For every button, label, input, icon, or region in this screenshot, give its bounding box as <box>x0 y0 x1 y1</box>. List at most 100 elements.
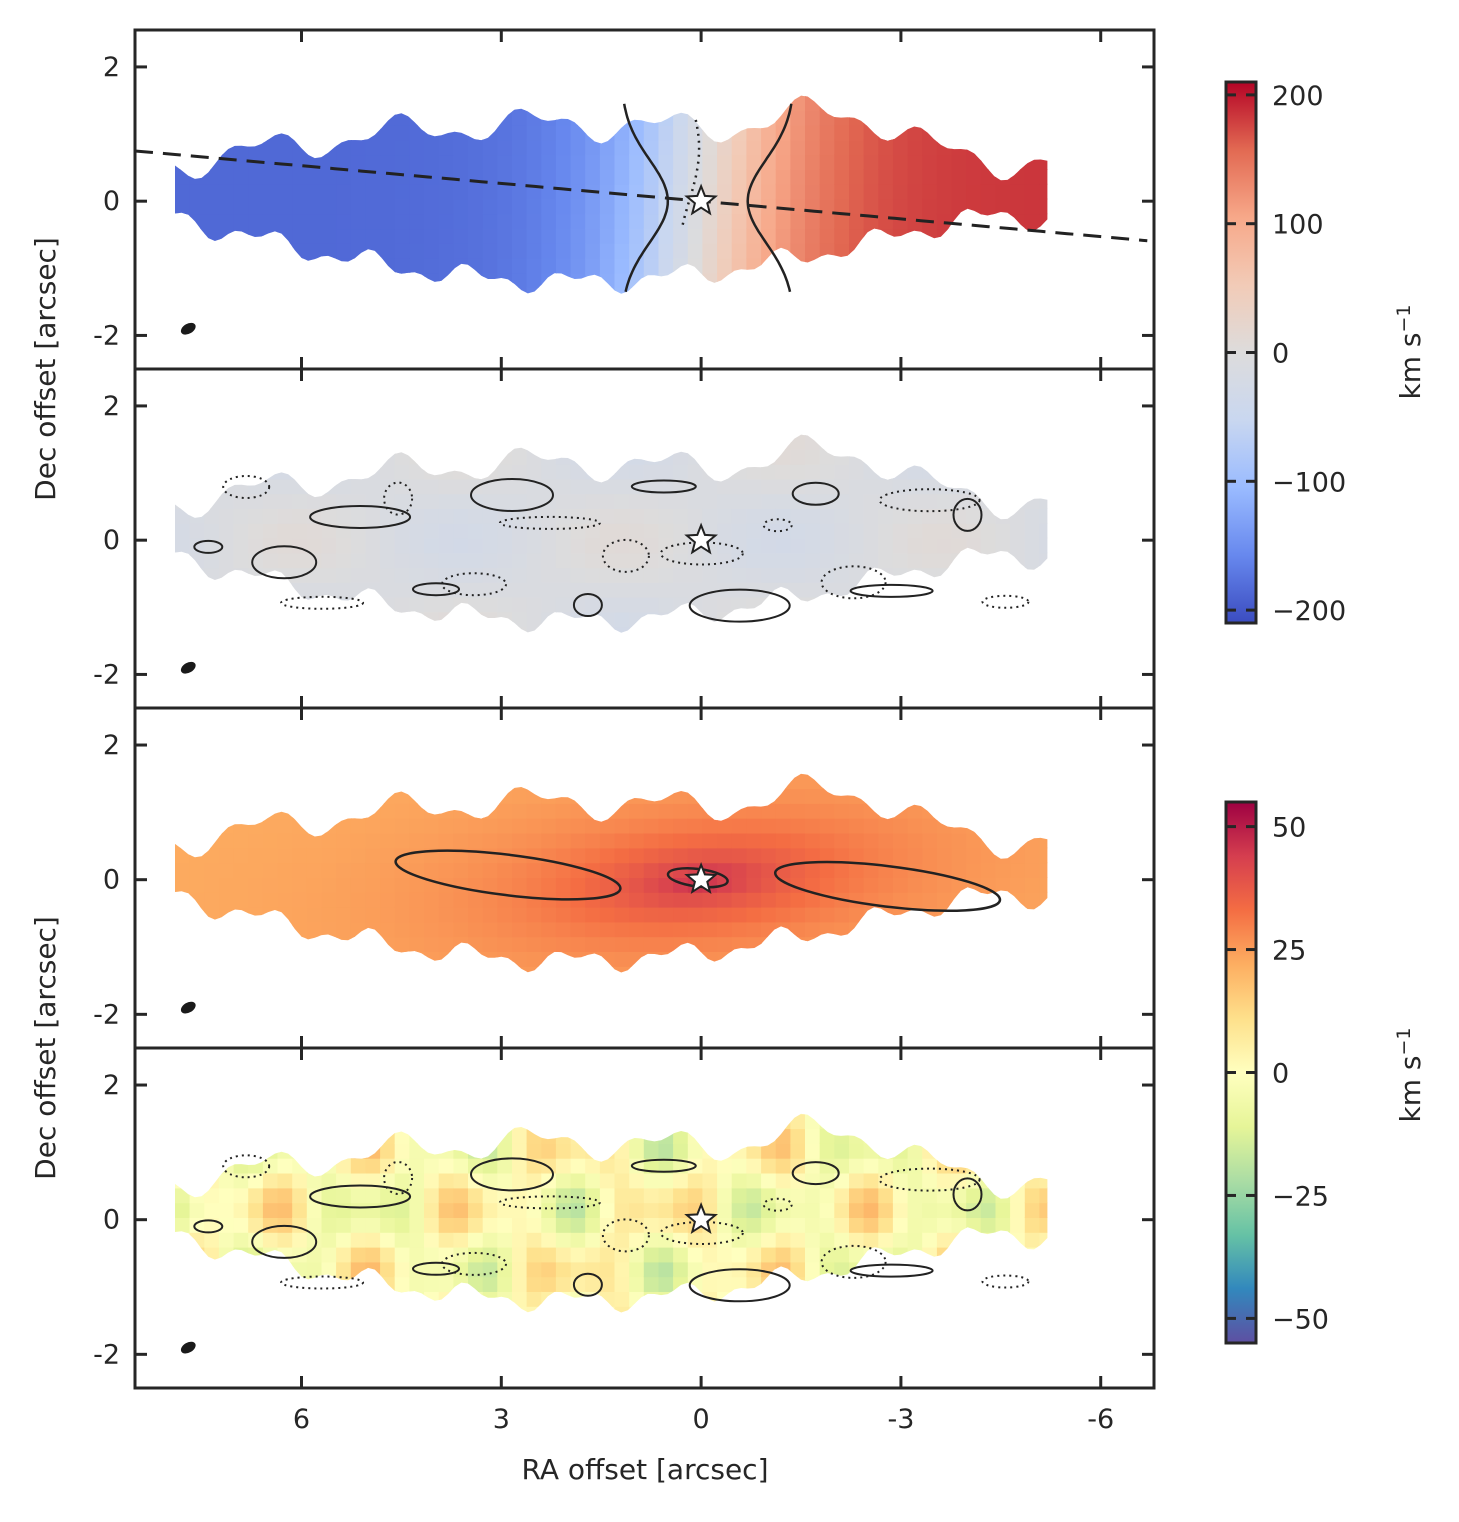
colorbar-velocity: 200 100 0 −100 −200 km s−1 <box>1224 80 1427 627</box>
panel-1 <box>135 95 1148 335</box>
residual-contour-15 <box>762 1197 793 1212</box>
residual-contour-12 <box>630 479 697 494</box>
residual-contour-1 <box>222 475 271 499</box>
residual-contour-0 <box>193 1219 224 1234</box>
residual-contour-1 <box>222 1154 271 1179</box>
colorbar-bottom-tick-label: 0 <box>1272 1059 1289 1090</box>
colorbar-top-tick-label: −100 <box>1272 467 1346 498</box>
residual-contour-16 <box>791 481 840 506</box>
panel-3-map <box>175 773 1048 973</box>
residual-contour-19 <box>878 488 981 513</box>
residual-contour-12 <box>630 1158 697 1173</box>
beam-ellipse <box>180 1001 196 1014</box>
residual-contour-2 <box>251 1224 318 1259</box>
isovelocity-contour-1 <box>746 103 793 293</box>
y-tick-label: -2 <box>93 659 120 690</box>
panel-4 <box>175 1113 1048 1354</box>
panel-2-map <box>175 434 1048 633</box>
colorbar-bottom-label-unit: km s <box>1394 1056 1427 1123</box>
residual-contour-18 <box>849 1263 934 1278</box>
y-tick-label: 2 <box>103 52 120 83</box>
residual-contour-9 <box>498 1195 601 1210</box>
y-tick-label: 2 <box>103 730 120 761</box>
y-axis-label-top: Dec offset [arcsec] <box>29 237 62 501</box>
residual-contour-18 <box>849 583 934 598</box>
x-tick-label: -6 <box>1087 1404 1114 1435</box>
panel-3-emission <box>175 773 1048 973</box>
y-tick-label: -2 <box>93 1339 120 1370</box>
residual-contour-8 <box>470 1157 554 1192</box>
residual-contour-9 <box>498 515 601 530</box>
y-tick-label: 0 <box>103 525 120 556</box>
residual-contour-5 <box>383 1161 414 1195</box>
residual-contour-17 <box>820 1244 887 1279</box>
axes-group: 2 0 -2 2 0 -2 2 0 -2 2 0 -2 <box>93 28 1156 1390</box>
residual-contour-4 <box>309 505 412 529</box>
colorbar-bottom-tick-label: 50 <box>1272 813 1306 844</box>
panel-1-map <box>175 95 1048 294</box>
x-tick-labels: 6 3 0 -3 -6 <box>293 1404 1114 1435</box>
colorbar-bottom-tick-label: −50 <box>1272 1304 1329 1335</box>
residual-contour-5 <box>383 481 414 516</box>
panel-4-map <box>175 1113 1048 1313</box>
y-tick-label: -2 <box>93 999 120 1030</box>
x-tick-label: 6 <box>293 1404 310 1435</box>
residual-contour-0 <box>193 539 224 554</box>
colorbar-top-tick-label: 200 <box>1272 81 1324 112</box>
residual-contour-6 <box>412 1261 460 1276</box>
panel-4-emission <box>175 1113 1048 1313</box>
colorbar-top-label-unit: km s <box>1394 333 1427 400</box>
panel-2 <box>175 434 1048 674</box>
star-marker <box>684 522 719 555</box>
colorbar-top-label-exponent: −1 <box>1393 305 1415 333</box>
residual-contour-20 <box>952 1177 983 1212</box>
residual-contour-11 <box>601 1218 650 1253</box>
residual-contour-15 <box>762 518 793 533</box>
colorbar-top-label: km s−1 <box>1393 305 1427 400</box>
dispersion-contour-0 <box>394 849 622 901</box>
x-tick-label: 0 <box>693 1404 710 1435</box>
colorbar-top-tick-label: 100 <box>1272 210 1324 241</box>
residual-contour-2 <box>251 545 318 580</box>
colorbar-bottom-tick-label: −25 <box>1272 1181 1329 1212</box>
isovelocity-contour-0 <box>622 103 670 293</box>
x-tick-label: 3 <box>493 1404 510 1435</box>
residual-contour-21 <box>981 594 1030 609</box>
colorbar-bottom-tick-label: 25 <box>1272 936 1306 967</box>
residual-contour-11 <box>601 538 650 573</box>
y-axis-label-bottom: Dec offset [arcsec] <box>29 916 62 1180</box>
colorbar-top-tick-label: 0 <box>1272 339 1289 370</box>
beam-ellipse <box>180 1341 196 1354</box>
residual-contour-19 <box>878 1167 981 1192</box>
residual-contour-6 <box>412 582 460 597</box>
panel-frame-4 <box>133 1046 1156 1390</box>
residual-contour-3 <box>280 595 365 610</box>
colorbar-bottom-label: km s−1 <box>1393 1028 1427 1123</box>
star-marker <box>684 861 719 895</box>
panel-1-emission <box>175 95 1048 294</box>
residual-contour-21 <box>981 1274 1030 1289</box>
beam-ellipse <box>180 322 196 335</box>
y-tick-label: 2 <box>103 391 120 422</box>
colorbar-bottom-label-exponent: −1 <box>1393 1028 1415 1056</box>
major-axis-line <box>135 149 1148 243</box>
residual-contour-7 <box>441 1251 507 1276</box>
x-axis-label: RA offset [arcsec] <box>522 1453 769 1486</box>
residual-contour-17 <box>820 565 887 600</box>
residual-contour-4 <box>309 1184 412 1209</box>
star-marker <box>684 183 719 216</box>
residual-contour-10 <box>572 593 603 617</box>
residual-contour-20 <box>952 497 983 532</box>
colorbar-top-tick-label: −200 <box>1272 596 1346 627</box>
residual-contour-14 <box>688 1268 791 1303</box>
dispersion-contour-1 <box>773 860 1002 912</box>
residual-contour-10 <box>572 1272 603 1297</box>
star-marker <box>684 1201 719 1235</box>
beam-ellipse <box>180 661 196 674</box>
y-tick-label: 0 <box>103 865 120 896</box>
residual-contour-7 <box>441 572 507 597</box>
zero-velocity-contour <box>681 117 701 225</box>
y-tick-label: 0 <box>103 1205 120 1236</box>
y-tick-label: -2 <box>93 320 120 351</box>
